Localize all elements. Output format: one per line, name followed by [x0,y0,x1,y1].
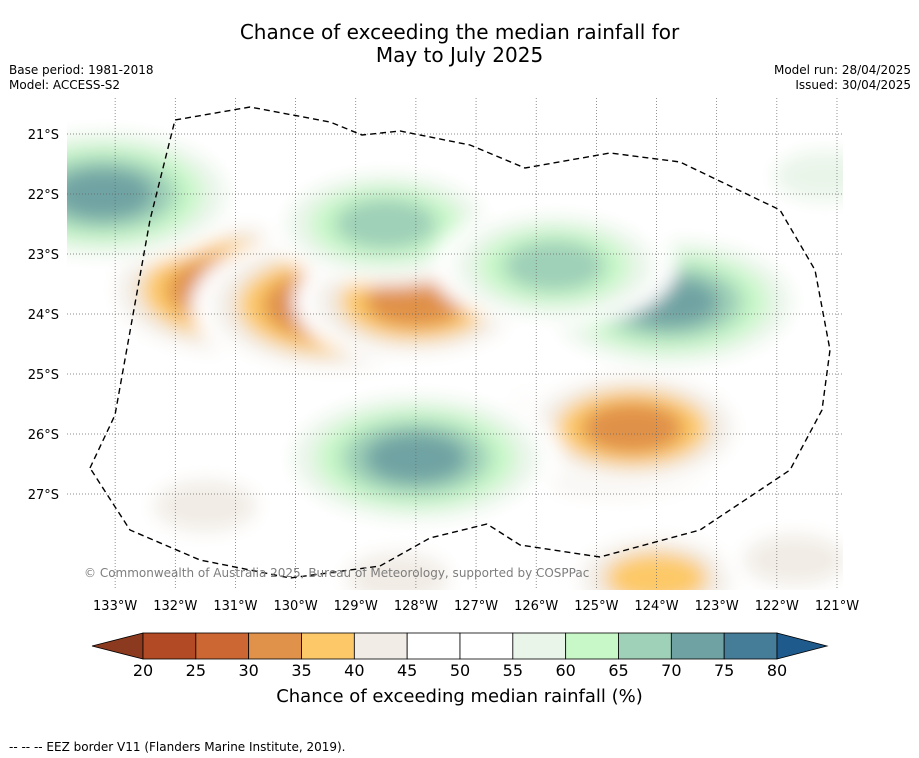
field-feature-5-level-2 [605,552,708,590]
title-line-2: May to July 2025 [375,43,544,67]
colorbar-tick-label: 25 [186,661,206,680]
x-axis-labels: 133°W 132°W 131°W 130°W 129°W 128°W 127°W 126°W… [93,599,859,614]
colorbar-segment-5 [406,632,461,660]
y-tick-label: 25°S [28,368,59,383]
colorbar-segment-0 [142,632,197,660]
field-feature-11-level-3 [334,198,437,250]
colorbar-segment-7 [512,632,567,660]
y-tick-label: 26°S [28,428,59,443]
probability-field [67,120,843,590]
colorbar-segment-10 [670,632,725,660]
x-tick-label: 124°W [634,599,678,614]
colorbar-tick-label: 20 [133,661,153,680]
field-feature-14-level-1 [773,150,843,202]
eez-footnote: -- -- -- EEZ border V11 (Flanders Marine… [9,740,346,754]
issued-date: Issued: 30/04/2025 [795,78,911,92]
colorbar: 20 25 30 35 40 45 50 55 60 65 70 75 80 [91,632,829,680]
colorbar-tick-label: 65 [608,661,628,680]
colorbar-segment-6 [459,632,514,660]
colorbar-segment-1 [195,632,250,660]
x-tick-label: 133°W [93,599,137,614]
y-tick-label: 24°S [28,308,59,323]
field-feature-7-level-1 [346,552,449,590]
x-tick-label: 128°W [394,599,438,614]
title-line-1: Chance of exceeding the median rainfall … [239,20,680,44]
y-tick-label: 21°S [28,128,59,143]
colorbar-label: Chance of exceeding median rainfall (%) [276,686,643,707]
y-tick-label: 27°S [28,488,59,503]
plot-area: © Commonwealth of Australia 2025, Bureau… [67,98,843,590]
colorbar-segment-8 [565,632,619,660]
colorbar-tick-label: 75 [714,661,734,680]
field-feature-4-level-3 [581,402,684,454]
x-tick-label: 129°W [334,599,378,614]
field-feature-8-level-1 [743,534,843,586]
colorbar-tick-label: 80 [767,661,787,680]
grid-lines [67,98,843,590]
colorbar-tick-label: 55 [503,661,523,680]
colorbar-tick-label: 40 [344,661,364,680]
x-tick-label: 122°W [755,599,799,614]
colorbar-extend-high [776,632,829,660]
y-axis-labels: 21°S 22°S 23°S 24°S 25°S 26°S 27°S [28,128,59,503]
field-feature-13-level-3 [503,240,606,292]
x-tick-label: 127°W [454,599,498,614]
x-tick-label: 126°W [514,599,558,614]
y-tick-label: 22°S [28,188,59,203]
colorbar-tick-label: 70 [661,661,681,680]
x-tick-label: 131°W [213,599,257,614]
colorbar-tick-label: 35 [291,661,311,680]
field-feature-9-level-4 [67,168,155,220]
x-tick-label: 132°W [153,599,197,614]
x-tick-label: 121°W [815,599,859,614]
colorbar-segment-2 [248,632,302,660]
colorbar-tick-label: 50 [450,661,470,680]
y-tick-label: 23°S [28,248,59,263]
colorbar-tick-label: 30 [238,661,258,680]
colorbar-tick-label: 60 [555,661,575,680]
colorbar-segment-11 [723,632,778,660]
colorbar-segment-4 [353,632,408,660]
colorbar-segment-9 [618,632,672,660]
colorbar-extend-low [91,632,144,660]
field-feature-6-level-1 [154,480,257,532]
x-tick-label: 123°W [695,599,739,614]
base-period: Base period: 1981-2018 [9,63,154,77]
colorbar-segment-3 [301,632,355,660]
model-run: Model run: 28/04/2025 [773,63,911,77]
x-tick-label: 125°W [574,599,618,614]
colorbar-tick-label: 45 [397,661,417,680]
x-tick-label: 130°W [274,599,318,614]
copyright-notice: © Commonwealth of Australia 2025, Bureau… [84,566,589,580]
model-name: Model: ACCESS-S2 [9,78,121,92]
eez-border [89,106,831,579]
